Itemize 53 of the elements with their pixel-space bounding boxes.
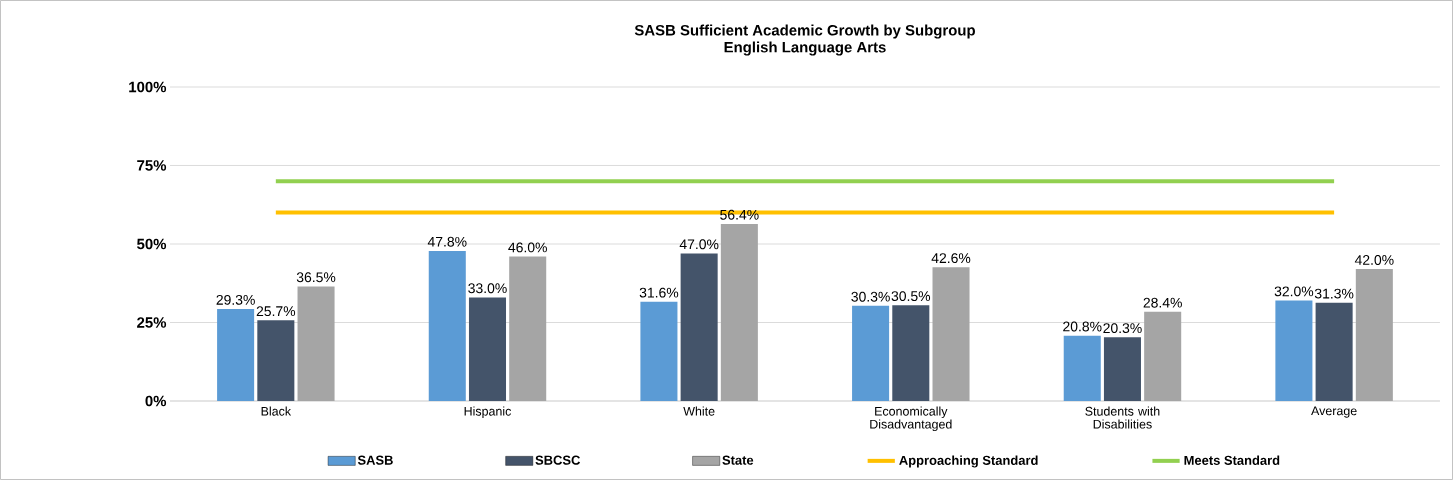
data-label: 29.3% xyxy=(216,294,255,305)
legend-label: Approaching Standard xyxy=(899,455,1038,468)
chart-subtitle: English Language Arts xyxy=(724,41,886,56)
data-label: 30.5% xyxy=(891,291,931,302)
bar xyxy=(1355,269,1393,401)
data-label: 28.4% xyxy=(1143,297,1182,308)
legend-label: SBCSC xyxy=(535,455,581,465)
data-label: 20.8% xyxy=(1063,321,1102,332)
bar xyxy=(680,253,718,401)
y-tick-label: 25% xyxy=(137,317,167,328)
data-label: 31.6% xyxy=(639,287,679,298)
bar xyxy=(217,309,255,401)
data-label: 25.7% xyxy=(256,306,296,317)
bar xyxy=(640,301,678,401)
bar xyxy=(428,250,466,401)
data-label: 47.0% xyxy=(679,239,719,250)
bar xyxy=(297,286,335,401)
x-tick-label: Black xyxy=(261,406,292,416)
x-tick-label: Hispanic xyxy=(464,406,512,419)
data-label: 20.3% xyxy=(1103,323,1142,334)
x-tick-label: Average xyxy=(1311,406,1357,418)
bar xyxy=(1063,335,1101,401)
bar xyxy=(1315,302,1353,401)
bar xyxy=(509,256,547,401)
data-label: 32.0% xyxy=(1274,286,1314,297)
x-tick-label: Students with Disabilities xyxy=(1085,406,1160,429)
bar xyxy=(892,305,930,401)
bar xyxy=(1275,300,1313,401)
data-label: 42.0% xyxy=(1354,255,1394,265)
bar xyxy=(720,223,758,401)
legend-label: SASB xyxy=(357,455,393,465)
x-tick-label: White xyxy=(683,406,715,416)
bar xyxy=(257,320,295,401)
y-tick-label: 75% xyxy=(137,160,167,171)
data-label: 46.0% xyxy=(508,242,547,253)
data-label: 33.0% xyxy=(468,283,507,294)
legend-label: Meets Standard xyxy=(1184,455,1280,465)
y-tick-label: 50% xyxy=(137,238,167,250)
bar xyxy=(1144,311,1182,401)
x-tick-label: Economically Disadvantaged xyxy=(870,406,952,432)
bar xyxy=(468,297,507,401)
legend-label: State xyxy=(722,455,754,465)
y-tick-label: 100% xyxy=(129,81,167,93)
data-label: 47.8% xyxy=(427,236,467,247)
bar xyxy=(852,305,890,401)
data-label: 30.3% xyxy=(851,291,890,302)
bar xyxy=(1103,337,1141,401)
data-label: 36.5% xyxy=(296,272,336,283)
y-tick-label: 0% xyxy=(145,395,167,407)
bar xyxy=(932,267,970,401)
data-label: 42.6% xyxy=(931,253,971,264)
data-label: 31.3% xyxy=(1314,288,1354,299)
chart-title: SASB Sufficient Academic Growth by Subgroup xyxy=(634,24,975,39)
